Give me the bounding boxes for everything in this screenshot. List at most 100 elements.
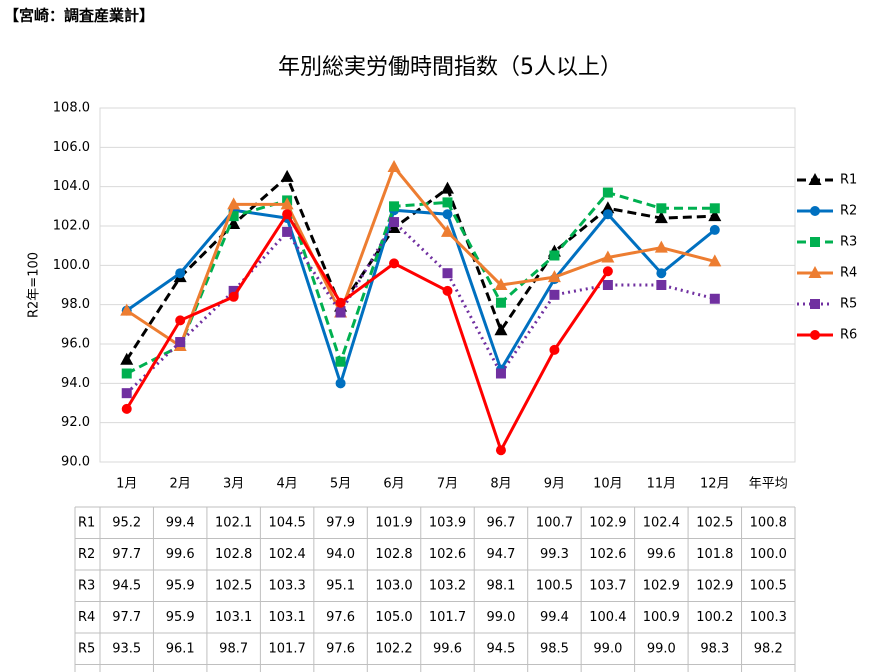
legend-marker xyxy=(810,299,820,309)
table-cell: 103.2 xyxy=(429,578,466,593)
legend-marker xyxy=(810,237,820,247)
data-point xyxy=(442,197,453,208)
table-cell: 96.7 xyxy=(486,515,515,530)
y-tick-label: 90.0 xyxy=(61,455,90,470)
series-line xyxy=(126,190,715,375)
series-line xyxy=(125,208,716,389)
table-cell: 95.9 xyxy=(166,578,195,593)
data-point xyxy=(602,266,613,277)
table-cell: 100.3 xyxy=(750,610,787,625)
chart-title: 年別総実労働時間指数（5人以上） xyxy=(278,55,622,80)
table-cell: 103.7 xyxy=(589,578,626,593)
series-line xyxy=(125,219,716,395)
table-cell: 99.4 xyxy=(166,515,195,530)
table-cell: 101.8 xyxy=(696,547,733,562)
table-cell: 102.9 xyxy=(696,578,733,593)
data-point xyxy=(280,169,294,182)
table-cell: 102.2 xyxy=(375,641,412,656)
table-cell: 102.4 xyxy=(269,547,306,562)
y-tick-label: 96.0 xyxy=(61,337,90,352)
table-row-label: R1 xyxy=(78,515,95,530)
table-cell: 97.6 xyxy=(326,610,355,625)
table-cell: 98.3 xyxy=(700,641,729,656)
table-cell: 102.4 xyxy=(643,515,680,530)
x-tick-label: 5月 xyxy=(330,477,351,492)
data-point xyxy=(495,368,506,379)
table-row-label: R2 xyxy=(78,547,95,562)
table-cell: 94.5 xyxy=(112,578,141,593)
y-tick-label: 104.0 xyxy=(53,179,90,194)
table-cell: 99.6 xyxy=(433,641,462,656)
x-tick-label: 2月 xyxy=(170,477,191,492)
data-point xyxy=(121,388,132,399)
table-cell: 102.1 xyxy=(215,515,252,530)
x-tick-label: 12月 xyxy=(700,477,730,492)
data-point xyxy=(175,337,186,348)
data-point xyxy=(442,285,453,296)
y-axis-label: R2年=100 xyxy=(27,252,42,318)
legend-label: R4 xyxy=(840,266,857,281)
table-cell: 93.5 xyxy=(112,641,141,656)
data-point xyxy=(280,197,294,210)
data-point xyxy=(494,278,508,290)
legend-label: R1 xyxy=(840,173,857,188)
table-cell: 100.8 xyxy=(750,515,787,530)
data-point xyxy=(656,268,667,279)
data-point xyxy=(547,270,561,283)
table-cell: 100.2 xyxy=(696,610,733,625)
table-cell: 100.9 xyxy=(643,610,680,625)
table-cell: 94.5 xyxy=(486,641,515,656)
data-point xyxy=(335,307,346,318)
data-point xyxy=(709,203,720,214)
table-cell: 99.6 xyxy=(166,547,195,562)
data-point xyxy=(602,280,613,290)
legend-marker xyxy=(808,173,822,185)
data-point xyxy=(442,268,453,279)
table-cell: 97.9 xyxy=(326,515,355,530)
table-row-label: R3 xyxy=(78,578,95,593)
data-point xyxy=(602,187,613,198)
data-point xyxy=(709,293,720,304)
data-point xyxy=(389,217,400,228)
table-cell: 98.2 xyxy=(754,641,783,656)
data-point xyxy=(227,197,241,210)
legend-label: R5 xyxy=(840,297,857,312)
table-cell: 99.3 xyxy=(540,547,569,562)
table-cell: 94.0 xyxy=(326,547,355,562)
table-cell: 99.4 xyxy=(540,610,569,625)
x-tick-label: 10月 xyxy=(593,477,623,492)
data-point xyxy=(335,356,346,367)
data-point xyxy=(494,323,508,336)
legend-marker xyxy=(810,330,820,340)
data-point xyxy=(282,209,293,220)
legend-marker xyxy=(808,266,822,278)
data-point xyxy=(442,209,453,220)
table-cell: 99.0 xyxy=(593,641,622,656)
table-cell: 103.1 xyxy=(215,610,252,625)
data-point xyxy=(495,445,506,456)
data-point xyxy=(602,209,613,220)
table-cell: 98.5 xyxy=(540,641,569,656)
legend-label: R3 xyxy=(840,235,857,250)
table-cell: 102.5 xyxy=(215,578,252,593)
table-cell: 97.7 xyxy=(112,610,141,625)
data-point xyxy=(601,250,615,263)
x-tick-label: 3月 xyxy=(223,477,244,492)
data-point xyxy=(654,240,668,253)
table-cell: 97.6 xyxy=(326,641,355,656)
table-cell: 103.3 xyxy=(269,578,306,593)
data-point xyxy=(228,291,239,302)
series-line xyxy=(125,211,610,454)
x-tick-label: 9月 xyxy=(544,477,565,492)
table-cell: 100.7 xyxy=(536,515,573,530)
table-cell: 102.6 xyxy=(429,547,466,562)
data-point xyxy=(389,201,400,212)
y-tick-label: 100.0 xyxy=(53,258,90,273)
data-point xyxy=(228,285,239,296)
data-point xyxy=(389,258,400,269)
data-point xyxy=(708,209,722,222)
table-cell: 100.5 xyxy=(536,578,573,593)
table-cell: 102.6 xyxy=(589,547,626,562)
data-point xyxy=(441,224,454,237)
